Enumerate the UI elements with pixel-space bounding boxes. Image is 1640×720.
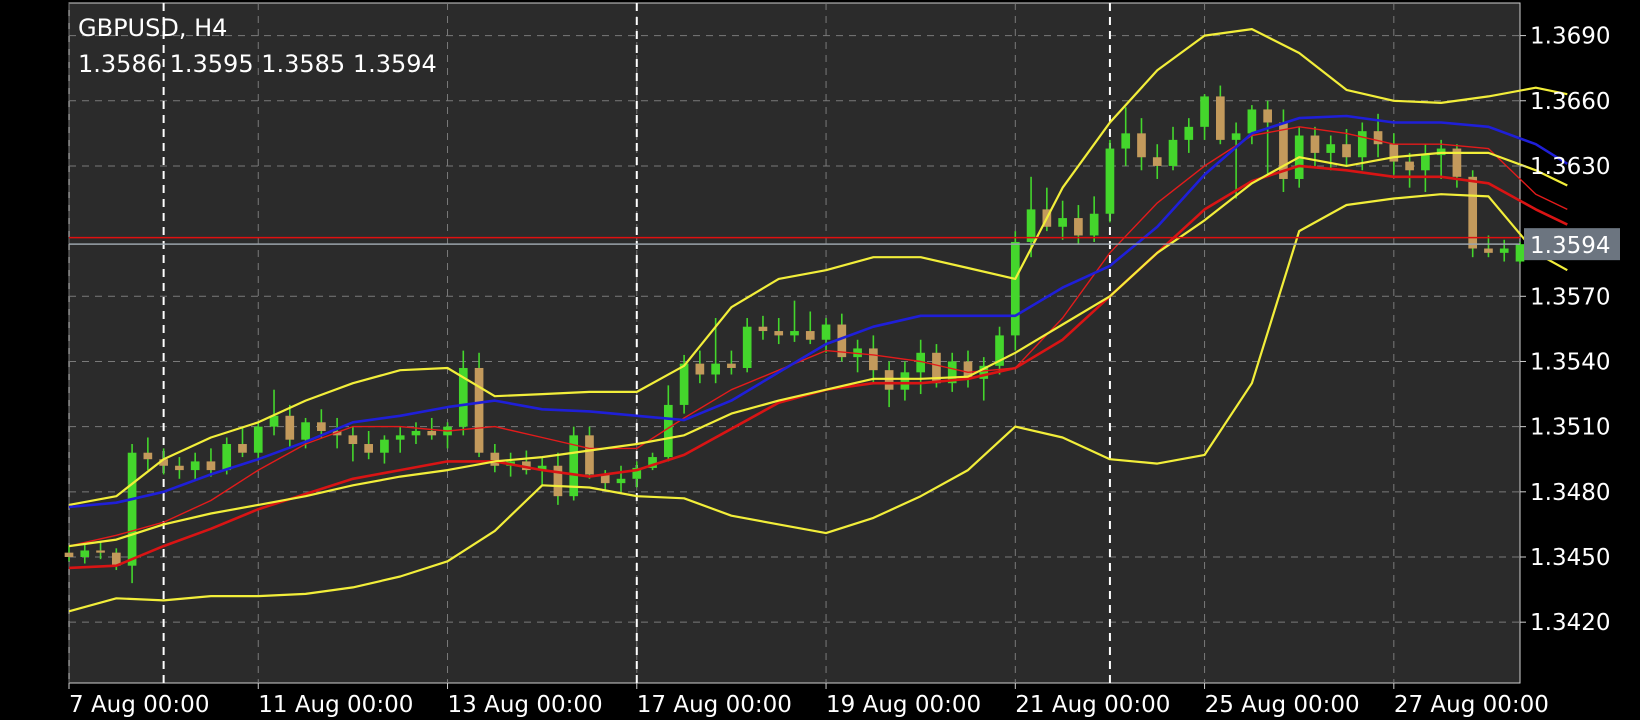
candle-body	[1421, 155, 1430, 170]
current-price-label: 1.3594	[1530, 233, 1610, 259]
candle-body	[301, 422, 310, 439]
y-tick-label: 1.3510	[1530, 415, 1610, 441]
y-tick-label: 1.3420	[1530, 610, 1610, 636]
x-tick-label: 13 Aug 00:00	[448, 692, 603, 718]
candle-body	[1184, 127, 1193, 140]
candle-body	[822, 325, 831, 340]
candle-body	[128, 453, 137, 566]
candle-body	[869, 348, 878, 370]
candle-body	[222, 444, 231, 470]
candle-body	[96, 550, 105, 552]
candle-body	[285, 416, 294, 440]
candle-body	[1121, 133, 1130, 148]
ohlc-readout: 1.3586 1.3595 1.3585 1.3594	[78, 50, 437, 78]
candle-body	[1011, 242, 1020, 335]
y-tick-label: 1.3660	[1530, 89, 1610, 115]
x-tick-label: 17 Aug 00:00	[637, 692, 792, 718]
symbol-title: GBPUSD, H4	[78, 14, 227, 42]
candle-body	[1358, 131, 1367, 157]
candle-body	[80, 550, 89, 557]
candle	[128, 444, 137, 583]
candle-body	[380, 440, 389, 453]
candle-body	[1374, 131, 1383, 144]
candle-body	[664, 405, 673, 457]
candle-body	[885, 370, 894, 390]
candle	[1011, 231, 1020, 350]
x-tick-label: 19 Aug 00:00	[826, 692, 981, 718]
candle-body	[349, 435, 358, 444]
candle-body	[585, 435, 594, 474]
candle	[475, 353, 484, 457]
candle-body	[175, 466, 184, 470]
candle-body	[490, 453, 499, 466]
candle-body	[65, 553, 74, 557]
candle-body	[254, 427, 263, 453]
current-price-tag: 1.3594	[1524, 228, 1620, 260]
candle-body	[207, 461, 216, 470]
candle-body	[412, 431, 421, 435]
y-tick-label: 1.3630	[1530, 154, 1610, 180]
candle-body	[1484, 248, 1493, 252]
candle-body	[554, 466, 563, 496]
candle-body	[1263, 109, 1272, 122]
candle-body	[1389, 144, 1398, 161]
candle-body	[901, 372, 910, 389]
x-tick-label: 7 Aug 00:00	[69, 692, 209, 718]
candle-body	[396, 435, 405, 439]
candle-body	[806, 331, 815, 340]
candle-body	[1200, 96, 1209, 126]
candle-body	[680, 364, 689, 405]
candle-body	[711, 364, 720, 375]
candle-body	[1232, 133, 1241, 140]
candle-body	[1311, 136, 1320, 153]
candle-body	[759, 327, 768, 331]
candle-body	[1137, 133, 1146, 157]
candle-body	[1169, 140, 1178, 166]
candle-body	[427, 431, 436, 435]
candle-body	[1342, 144, 1351, 157]
candle-body	[743, 327, 752, 368]
candle-body	[727, 364, 736, 368]
x-tick-label: 11 Aug 00:00	[258, 692, 413, 718]
y-tick-label: 1.3570	[1530, 284, 1610, 310]
candle	[569, 427, 578, 501]
candle-body	[1090, 214, 1099, 236]
candle-body	[774, 331, 783, 335]
candle-body	[1074, 218, 1083, 235]
candle-body	[1153, 157, 1162, 166]
candle-body	[238, 444, 247, 453]
x-tick-label: 25 Aug 00:00	[1205, 692, 1360, 718]
candle-body	[1216, 96, 1225, 139]
candle-body	[790, 331, 799, 335]
x-tick-label: 21 Aug 00:00	[1015, 692, 1170, 718]
candle-body	[1106, 149, 1115, 214]
candle-body	[1326, 144, 1335, 153]
candle	[1106, 140, 1115, 223]
candle-body	[317, 422, 326, 431]
candle-body	[1516, 244, 1525, 261]
candle-body	[364, 444, 373, 453]
y-tick-label: 1.3450	[1530, 545, 1610, 571]
candle-body	[144, 453, 153, 460]
candle-body	[191, 461, 200, 470]
candle	[1516, 242, 1525, 264]
candle-body	[1248, 109, 1257, 133]
y-tick-label: 1.3690	[1530, 24, 1610, 50]
x-tick-label: 27 Aug 00:00	[1394, 692, 1549, 718]
plot-area[interactable]	[69, 3, 1520, 683]
candle-body	[1500, 248, 1509, 252]
candle-body	[475, 368, 484, 453]
candle-body	[617, 479, 626, 483]
y-tick-label: 1.3480	[1530, 480, 1610, 506]
candle-body	[1405, 162, 1414, 171]
candle-body	[696, 364, 705, 375]
y-tick-label: 1.3540	[1530, 349, 1610, 375]
candle-body	[1058, 218, 1067, 227]
